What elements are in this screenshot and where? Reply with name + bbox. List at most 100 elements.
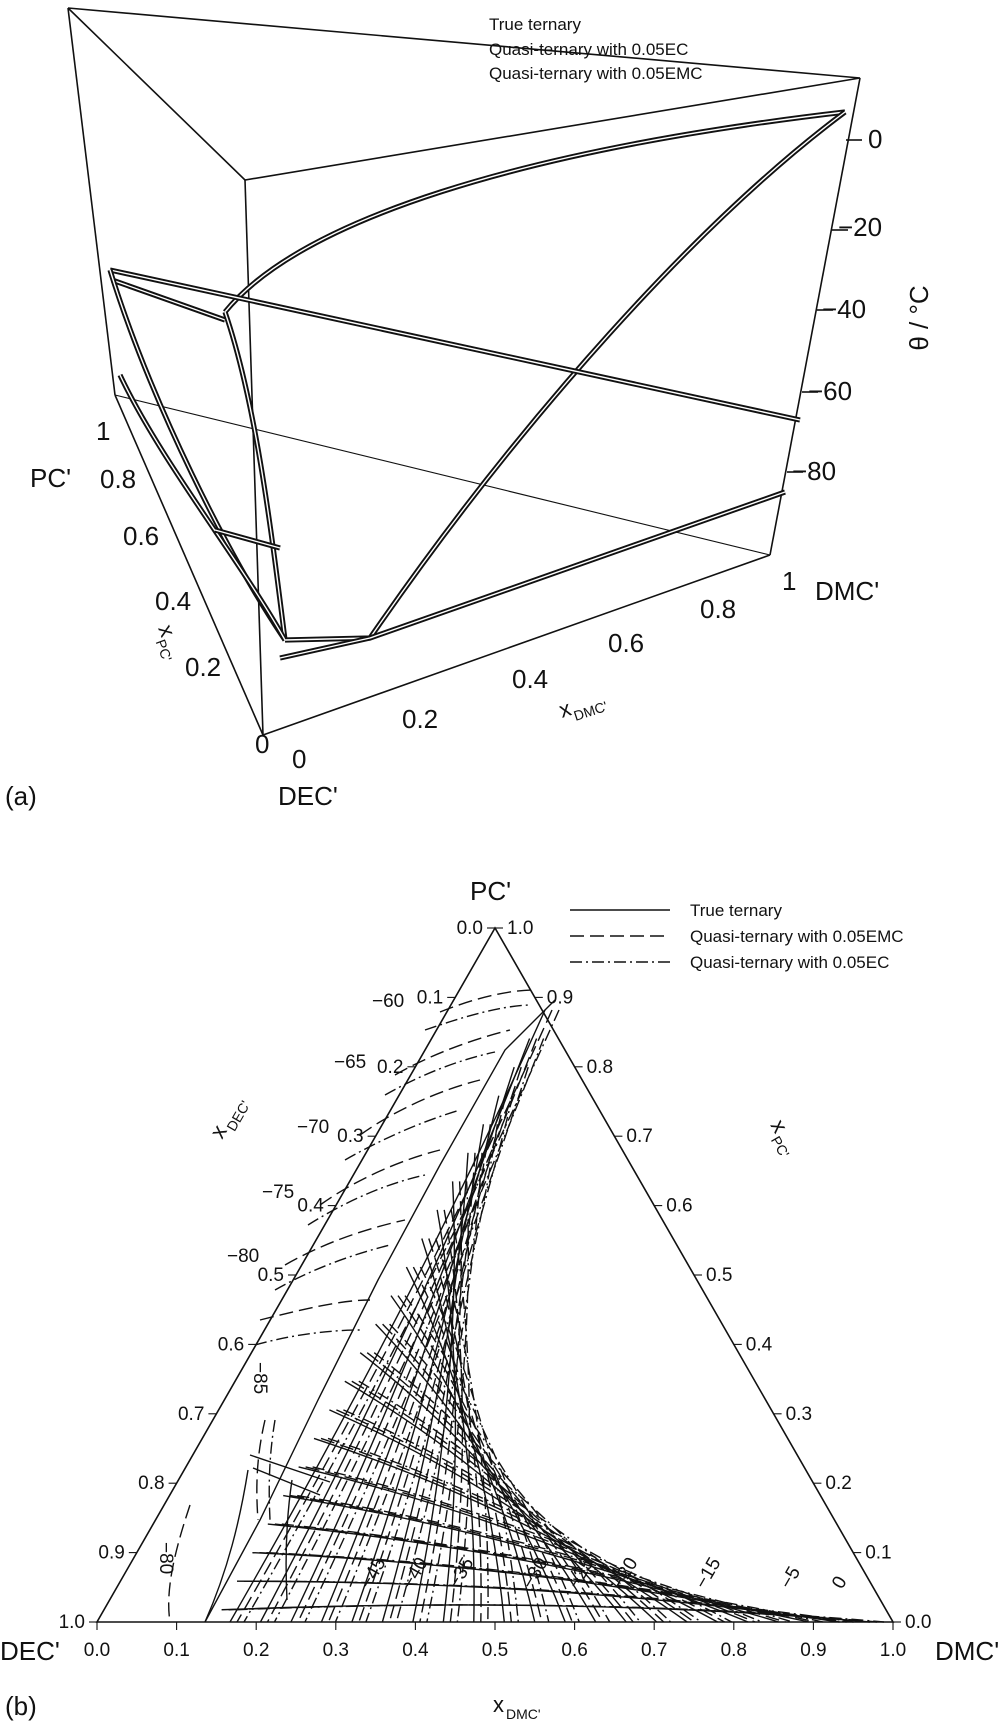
pc-a-tick-08: 0.8 bbox=[100, 464, 136, 494]
dec-b-tick-label: 0.8 bbox=[138, 1473, 164, 1494]
iso-label-85: −85 bbox=[249, 1362, 270, 1394]
pc-a-axis-label: x PC' bbox=[153, 621, 181, 663]
dmc-b-tick-label: 1.0 bbox=[880, 1640, 906, 1661]
legend-a-emc: Quasi-ternary with 0.05EMC bbox=[489, 64, 703, 83]
svg-text:PC': PC' bbox=[153, 637, 176, 663]
dmc-isotherm-dashdot bbox=[250, 1580, 854, 1623]
dmc-isotherm-solid bbox=[298, 1466, 718, 1623]
dec-pc-boundary bbox=[285, 1479, 293, 1601]
dmc-b-tick-label: 0.2 bbox=[243, 1640, 269, 1661]
dmc-isotherm-solid bbox=[405, 1266, 505, 1623]
dmc-isotherm-dashdot bbox=[281, 1523, 793, 1623]
dec-b-tick-label: 0.6 bbox=[218, 1334, 244, 1355]
dmc-a-tick-04: 0.4 bbox=[512, 664, 548, 694]
dmc-b-tick-label: 0.3 bbox=[323, 1640, 349, 1661]
pc-a-tick-1: 1 bbox=[96, 416, 110, 446]
true-ternary-curves bbox=[204, 999, 556, 1623]
prism-right-edge bbox=[769, 77, 861, 556]
svg-text:PC': PC' bbox=[768, 1133, 793, 1160]
pc-b-tick-label: 0.7 bbox=[626, 1126, 652, 1147]
dmc-base-axis bbox=[262, 554, 771, 736]
iso-label-0: 0 bbox=[828, 1573, 851, 1593]
dmc-isotherm-solid bbox=[359, 1352, 597, 1623]
dmc-b-tick-label: 0.4 bbox=[402, 1640, 429, 1661]
iso-65a bbox=[394, 1029, 511, 1076]
dmc-b-tick-label: 0.5 bbox=[482, 1640, 508, 1661]
panel-b-label: (b) bbox=[5, 1691, 37, 1721]
dmc-isotherm-dashdot bbox=[450, 1209, 471, 1623]
pc-b-tick-label: 0.6 bbox=[666, 1196, 692, 1217]
svg-text:DEC': DEC' bbox=[223, 1098, 253, 1134]
dmc-isotherm-dash bbox=[428, 1238, 482, 1623]
dmc-isotherm-solid bbox=[381, 1152, 469, 1623]
dec-b-tick-label: 0.0 bbox=[457, 918, 483, 939]
dec-liquidus-lower bbox=[204, 1469, 249, 1623]
dmc-axis-a: 0 0.2 0.4 0.6 0.8 1 x DMC' DMC' bbox=[292, 566, 879, 774]
dec-b-tick-label: 0.1 bbox=[417, 987, 443, 1008]
upper-isotherms bbox=[168, 989, 536, 1623]
dec-b-tick-label: 0.4 bbox=[297, 1196, 324, 1217]
dmc-b-tick-label: 0.9 bbox=[800, 1640, 826, 1661]
prism-top-face bbox=[67, 7, 861, 181]
main-eutectic-line bbox=[204, 999, 556, 1623]
pc-b-tick-label: 0.0 bbox=[905, 1612, 931, 1633]
pc-b-tick-label: 0.1 bbox=[865, 1543, 891, 1564]
dmc-isotherms bbox=[221, 1009, 885, 1623]
panel-a-label: (a) bbox=[5, 781, 37, 811]
dec-b-tick-label: 0.5 bbox=[258, 1265, 284, 1286]
dmc-b-tick-label: 0.7 bbox=[641, 1640, 667, 1661]
dmc-liquidus-curve bbox=[222, 109, 846, 314]
dmc-isotherm-dash bbox=[274, 1523, 786, 1623]
svg-text:DMC': DMC' bbox=[572, 698, 610, 724]
dmc-isotherm-solid bbox=[229, 1009, 546, 1623]
dmc-isotherm-dash bbox=[351, 1380, 634, 1623]
pc-axis-b: 1.0 0.9 0.8 0.7 0.6 0.5 0.4 0.3 0.2 0.1 0.0 bbox=[495, 918, 931, 1633]
iso-85a bbox=[259, 1299, 371, 1321]
pc-b-tick-label: 0.2 bbox=[825, 1473, 851, 1494]
legend-b-true: True ternary bbox=[690, 901, 782, 920]
dmc-isotherm-dashdot bbox=[334, 1095, 514, 1623]
dec-b-tick-label: 0.3 bbox=[337, 1126, 363, 1147]
ternary-triangle bbox=[95, 926, 895, 1623]
panel-a: True ternary Quasi-ternary with 0.05EC Q… bbox=[5, 7, 934, 811]
vertex-b-dec: DEC' bbox=[0, 1636, 60, 1666]
dmc-b-tick-label: 0.0 bbox=[84, 1640, 110, 1661]
dmc-isotherm-solid bbox=[412, 1181, 455, 1623]
prism-front-edge bbox=[244, 179, 264, 736]
pc-b-tick-label: 0.3 bbox=[786, 1404, 812, 1425]
iso-85b bbox=[256, 1419, 266, 1521]
vertex-a-dmc: DMC' bbox=[815, 576, 879, 606]
vertex-a-pc: PC' bbox=[30, 463, 71, 493]
dmc-a-axis-label: x DMC' bbox=[556, 696, 610, 724]
dmc-isotherm-dashdot bbox=[419, 1266, 519, 1623]
legend-b-emc: Quasi-ternary with 0.05EMC bbox=[690, 927, 904, 946]
dmc-isotherm-solid bbox=[283, 1494, 749, 1623]
pc-b-tick-label: 0.9 bbox=[547, 987, 573, 1008]
vertex-a-dec: DEC' bbox=[278, 781, 338, 811]
dec-b-axis-label: x DEC' bbox=[205, 1098, 254, 1143]
iso-80a bbox=[284, 1219, 406, 1266]
legend-a: True ternary Quasi-ternary with 0.05EC Q… bbox=[489, 15, 703, 83]
dmc-isotherm-dash bbox=[358, 1124, 492, 1623]
pc-b-axis-label: x PC' bbox=[766, 1115, 793, 1160]
dmc-isotherm-dashdot bbox=[243, 1009, 560, 1623]
dmc-isotherm-dashdot bbox=[343, 1409, 672, 1623]
dmc-isotherm-solid bbox=[351, 1124, 485, 1623]
dmc-isotherm-dashdot bbox=[235, 1604, 885, 1623]
dmc-a-tick-06: 0.6 bbox=[608, 628, 644, 658]
pc-b-tick-label: 0.8 bbox=[587, 1057, 613, 1078]
iso-label-5: −5 bbox=[776, 1563, 805, 1592]
theta-axis-label: θ / °C bbox=[904, 285, 934, 350]
dmc-isotherm-dashdot bbox=[266, 1551, 824, 1623]
tie-line-1 bbox=[252, 1467, 321, 1496]
pc-a-tick-06: 0.6 bbox=[123, 521, 159, 551]
dmc-isotherm-dash bbox=[388, 1152, 476, 1623]
isotherm-labels-lower: −80 −45 −40 −35 −30 −25 −20 −15 −5 0 bbox=[155, 1542, 852, 1593]
iso-60a bbox=[439, 989, 536, 1013]
prism-back-edge bbox=[67, 7, 116, 396]
vertex-b-dmc: DMC' bbox=[935, 1636, 999, 1666]
dmc-isotherm-solid bbox=[329, 1409, 658, 1623]
theta-axis: 0 −20 −40 −60 −80 θ / °C bbox=[787, 124, 934, 486]
iso-label-65: −65 bbox=[334, 1052, 366, 1073]
pc-b-tick-label: 0.4 bbox=[746, 1334, 773, 1355]
